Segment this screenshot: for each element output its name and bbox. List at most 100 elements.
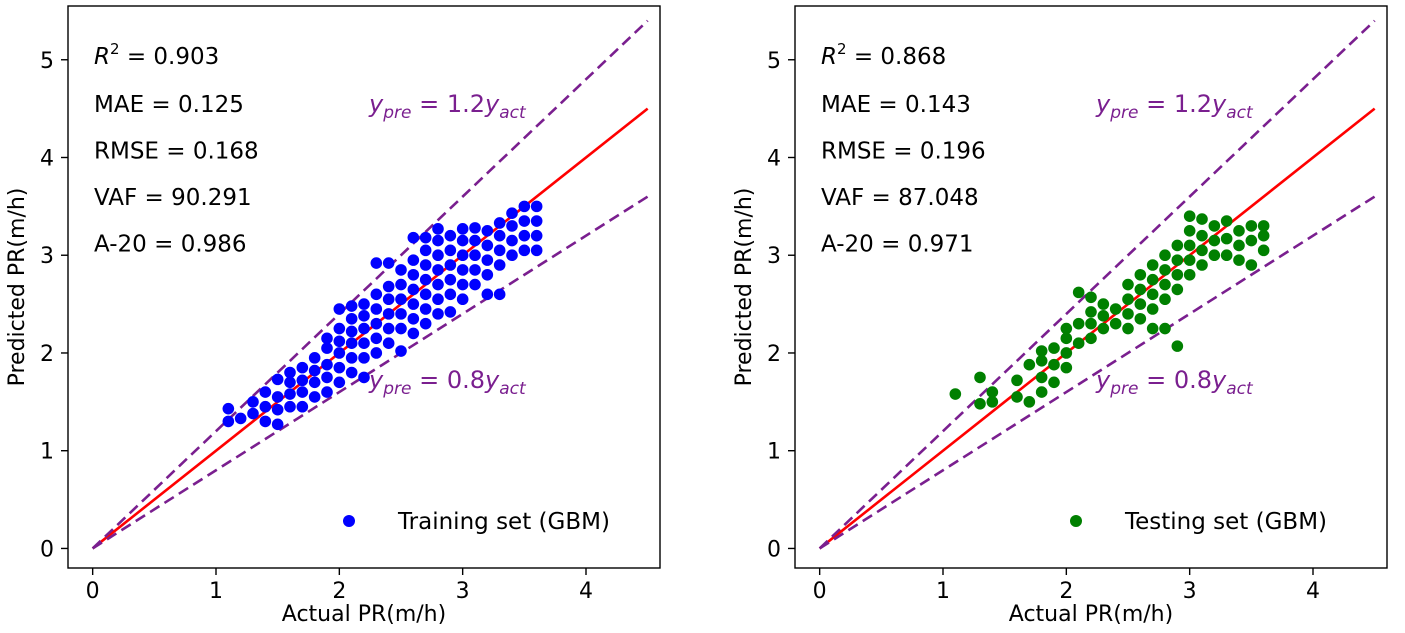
x-axis-label: Actual PR(m/h) (1009, 602, 1173, 627)
chart-panel-1: 0 1 2 3 4 0 1 2 3 4 5 Actual PR(m/h) Predicted PR(m/… (5, 5, 661, 627)
y-tick-label: 4 (767, 146, 781, 171)
data-point (493, 259, 506, 271)
x-tick-label: 1 (936, 579, 950, 604)
data-point (1183, 239, 1196, 252)
eq-y: y (368, 366, 384, 394)
data-point (358, 352, 370, 364)
data-point (518, 200, 531, 213)
data-point (1097, 310, 1110, 322)
data-point (432, 293, 444, 306)
data-point (1134, 312, 1147, 325)
data-point (370, 317, 383, 330)
data-point (271, 403, 284, 416)
data-point (407, 254, 420, 266)
data-point (358, 310, 370, 322)
data-point (1122, 293, 1134, 306)
line-label-lower: ypre = 0.8yact (1095, 366, 1254, 399)
data-point (1060, 332, 1073, 345)
data-point (308, 391, 321, 403)
data-point (1196, 244, 1208, 257)
data-point (1233, 254, 1245, 266)
mae-text: MAE = 0.143 (821, 92, 971, 118)
y-tick-label: 3 (40, 244, 54, 269)
data-point (481, 268, 494, 281)
data-point (284, 376, 296, 389)
r2-symbol: R (821, 44, 837, 70)
x-tick-label: 0 (813, 579, 827, 604)
x-axis-label: Actual PR(m/h) (282, 602, 446, 627)
data-point (345, 352, 358, 364)
data-point (1060, 347, 1073, 359)
data-point (1035, 371, 1048, 384)
data-point (419, 288, 432, 301)
y-tick-label: 5 (767, 49, 781, 74)
data-point (321, 358, 333, 371)
data-point (1171, 340, 1184, 352)
eq-value: = 1.2 (1138, 90, 1212, 118)
data-point (382, 308, 395, 320)
eq-x-sub: act (499, 379, 527, 399)
data-point (456, 234, 469, 247)
r2-value: = 0.868 (847, 44, 947, 70)
rmse-text: RMSE = 0.196 (821, 139, 986, 165)
data-point (321, 386, 333, 398)
r2-value: = 0.903 (120, 44, 220, 70)
data-point (419, 244, 432, 257)
data-point (222, 402, 235, 415)
data-point (1159, 322, 1171, 335)
data-point (296, 361, 309, 374)
data-point (333, 335, 346, 348)
data-point (444, 229, 457, 242)
x-tick-label: 4 (579, 579, 593, 604)
eq-value: = 0.8 (1138, 366, 1212, 394)
a20-text: A-20 = 0.971 (821, 232, 974, 258)
data-point (321, 332, 333, 345)
x-tick-label: 3 (1183, 579, 1197, 604)
data-point (432, 308, 444, 320)
data-point (271, 391, 284, 403)
data-point (333, 303, 346, 315)
data-point (949, 388, 962, 400)
data-point (530, 244, 543, 257)
y-axis-label: Predicted PR(m/h) (5, 188, 30, 387)
data-point (395, 278, 407, 291)
data-point (247, 407, 259, 420)
data-point (530, 200, 543, 213)
r2-superscript: 2 (837, 40, 847, 58)
eq-y: y (368, 90, 384, 118)
y-tick-label: 2 (40, 342, 54, 367)
data-point (358, 371, 370, 384)
y-tick-label: 3 (767, 244, 781, 269)
rmse-text: RMSE = 0.168 (94, 139, 259, 165)
data-point (1085, 332, 1097, 345)
data-point (1146, 259, 1159, 271)
y-tick-label: 5 (40, 49, 54, 74)
data-point (308, 364, 321, 377)
data-point (1035, 354, 1048, 367)
data-point (1159, 264, 1171, 276)
data-point (358, 337, 370, 350)
legend-label: Training set (GBM) (397, 509, 610, 535)
data-point (432, 223, 444, 235)
x-tick-label: 4 (1306, 579, 1320, 604)
data-point (1220, 232, 1233, 245)
data-point (333, 347, 346, 359)
data-point (284, 366, 296, 379)
data-point (370, 332, 383, 345)
data-point (986, 396, 999, 408)
data-point (1048, 376, 1060, 389)
data-point (1048, 358, 1060, 371)
data-point (407, 268, 420, 281)
data-point (1159, 249, 1171, 262)
data-point (1196, 213, 1208, 225)
data-point (1072, 317, 1085, 330)
data-point (345, 325, 358, 338)
legend-label: Testing set (GBM) (1124, 509, 1327, 535)
data-point (382, 293, 395, 306)
r2-text: R2 = 0.868 (821, 40, 946, 70)
data-point (333, 376, 346, 389)
data-point (444, 259, 457, 271)
y-axis-label: Predicted PR(m/h) (732, 188, 757, 387)
data-point (493, 244, 506, 257)
data-point (234, 412, 247, 425)
